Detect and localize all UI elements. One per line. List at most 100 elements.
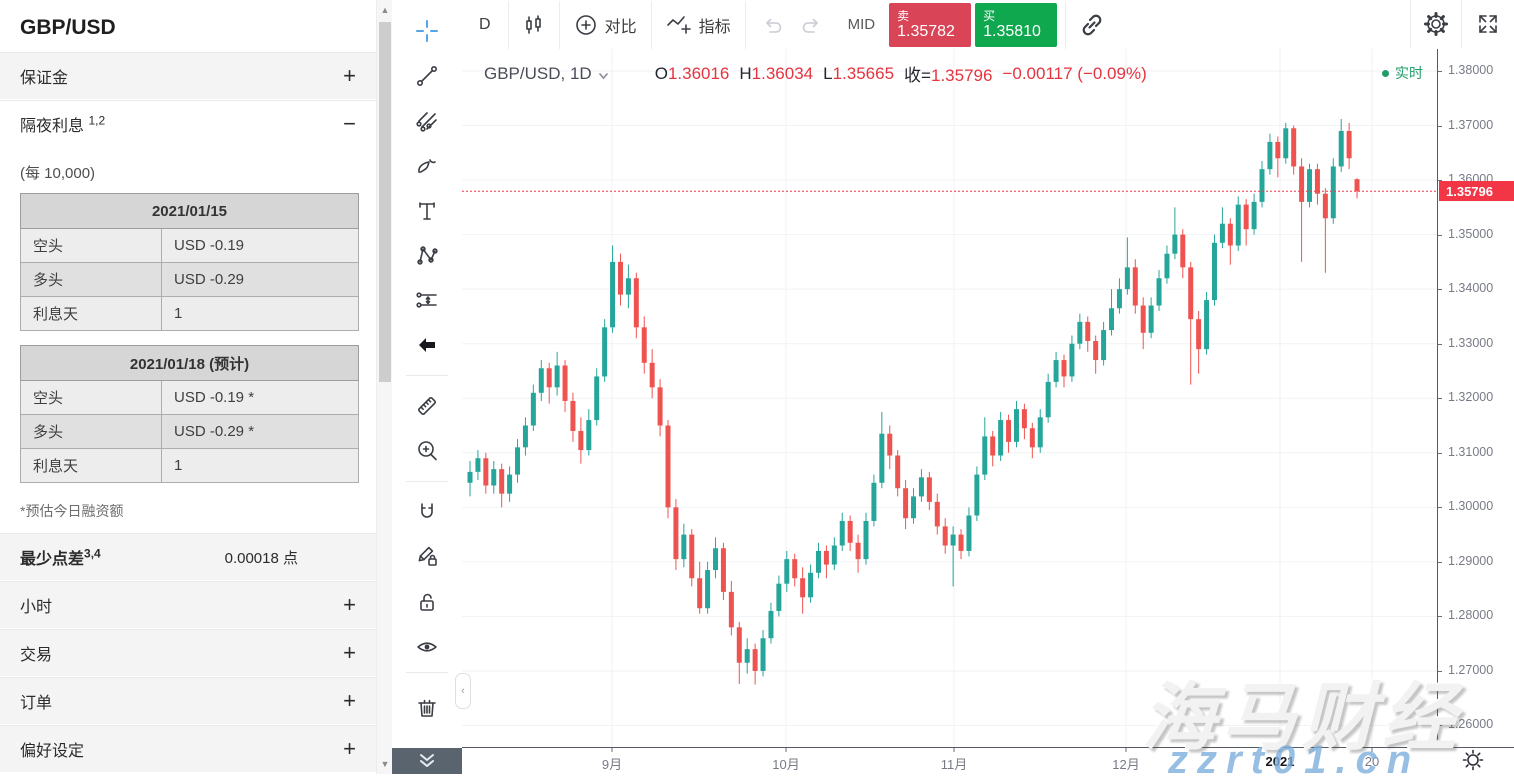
price-tick-mark [1438,670,1442,672]
section-margin[interactable]: 保证金 + [0,52,376,100]
chart-settings-button[interactable] [1411,0,1461,48]
time-tick-mark [611,748,613,752]
expand-plus-icon[interactable]: + [343,736,356,761]
sell-label: 卖 [897,8,910,23]
undo-button[interactable] [746,1,792,49]
row-value: USD -0.29 * [161,414,359,449]
fullscreen-button[interactable] [1462,0,1514,48]
time-axis[interactable]: 9月 10月 11月 12月 2021 20 [462,747,1514,775]
scroll-down-icon[interactable]: ▼ [380,759,390,769]
compare-button[interactable]: 对比 [560,1,651,49]
panel-scrollbar[interactable]: ▲ ▼ [376,0,393,774]
realtime-label: 实时 [1395,65,1423,81]
magnet-mode-icon[interactable] [405,490,449,534]
time-tick-label: 9月 [601,757,623,772]
compare-plus-icon [575,14,596,35]
indicators-button[interactable]: 指标 [652,1,745,49]
section-trading-label: 交易 [20,647,53,664]
section-overnight-label: 隔夜利息 1,2 [20,113,106,135]
overnight-table-current: 2021/01/15 空头 USD -0.19 多头 USD -0.29 利息天 1 [20,193,359,331]
expand-plus-icon[interactable]: + [343,592,356,617]
table-header-date: 2021/01/18 (预计) [20,345,359,381]
row-value: USD -0.29 [161,262,359,297]
buy-button[interactable]: 买 1.35810 [975,2,1058,47]
undo-icon [765,18,781,33]
lock-drawings-icon[interactable] [405,580,449,624]
gear-icon [1424,12,1448,36]
time-tick-mark [1125,748,1127,752]
collapse-minus-icon[interactable]: − [343,111,356,136]
section-orders-label: 订单 [20,695,53,712]
min-spread-value: 0.00018 点 [224,549,298,567]
indicators-icon [666,15,691,34]
expand-plus-icon[interactable]: + [343,688,356,713]
scroll-up-icon[interactable]: ▲ [380,5,390,15]
chart-pane[interactable]: GBP/USD, 1D O1.36016 H1.36034 L1.35665 收… [462,49,1437,747]
toolbar-separator [1461,0,1462,48]
indicators-label: 指标 [698,18,731,36]
price-tick-label: 1.35000 [1448,226,1494,241]
section-preferences[interactable]: 偏好设定 + [0,725,376,773]
toolbar-divider [406,481,448,482]
arrow-marker-tool-icon[interactable] [405,323,449,367]
price-tick-mark [1438,343,1442,345]
row-label: 利息天 [20,448,162,483]
gann-fibonacci-tool-icon[interactable] [405,99,449,143]
price-tick-mark [1438,234,1442,236]
open-value: 1.36016 [667,63,730,83]
price-tick-mark [1438,452,1442,454]
section-min-spread: 最少点差3,4 0.00018 点 [0,533,376,581]
collapse-panel-handle[interactable]: ‹ [455,673,471,709]
text-tool-icon[interactable] [405,189,449,233]
toolbar-separator [1410,0,1411,48]
buy-price: 1.35810 [983,22,1041,40]
section-trading[interactable]: 交易 + [0,629,376,677]
price-tick-label: 1.32000 [1448,390,1494,405]
collapse-toolbar-button[interactable] [392,748,462,774]
long-position-tool-icon[interactable] [405,278,449,322]
row-value: USD -0.19 * [161,380,359,415]
footnote-sup: 3,4 [84,546,101,561]
measure-ruler-icon[interactable] [405,384,449,428]
realtime-dot-icon [1382,69,1389,77]
price-tick-mark [1438,616,1442,618]
crosshair-tool-icon[interactable] [405,9,449,53]
buy-label: 买 [983,8,996,23]
redo-icon [802,18,818,33]
hide-drawings-eye-icon[interactable] [405,625,449,669]
section-overnight-interest[interactable]: 隔夜利息 1,2 − [0,100,376,148]
remove-drawings-trash-icon[interactable] [405,686,449,730]
drawing-toolbar [392,0,463,774]
price-axis[interactable]: 1.35796 1.38000 1.37000 1.36000 1.35000 1.34… [1437,49,1514,747]
trend-line-tool-icon[interactable] [405,54,449,98]
footnote-sup: 1,2 [88,113,106,128]
section-orders[interactable]: 订单 + [0,677,376,725]
low-value: 1.35665 [832,63,895,83]
mid-price-mode-label[interactable]: MID [847,16,876,33]
interval-button[interactable]: D [479,15,491,33]
stay-in-drawing-mode-icon[interactable] [405,535,449,579]
expand-plus-icon[interactable]: + [343,640,356,665]
xabcd-pattern-tool-icon[interactable] [405,233,449,277]
brush-tool-icon[interactable] [405,144,449,188]
price-tick-label: 1.37000 [1448,117,1494,132]
candlestick-chart[interactable] [462,49,1437,747]
section-hours[interactable]: 小时 + [0,581,376,629]
zoom-in-icon[interactable] [405,429,449,473]
symbol-interval-label[interactable]: GBP/USD, 1D [484,63,613,85]
scrollbar-thumb[interactable] [379,22,391,382]
row-value: 1 [161,296,359,331]
toolbar-separator [650,0,652,49]
section-hours-label: 小时 [20,599,53,616]
time-tick-label: 2021 [1265,754,1295,769]
expand-plus-icon[interactable]: + [343,63,356,88]
price-tick-label: 1.26000 [1448,717,1494,732]
redo-button[interactable] [792,1,836,49]
chart-type-button[interactable] [509,1,559,49]
share-link-button[interactable] [1066,1,1118,49]
sell-button[interactable]: 卖 1.35782 [889,2,972,47]
toolbar-separator [1065,0,1067,49]
price-tick-label: 1.27000 [1448,662,1494,677]
double-chevron-down-icon [420,754,434,767]
toolbar-divider [406,375,448,376]
